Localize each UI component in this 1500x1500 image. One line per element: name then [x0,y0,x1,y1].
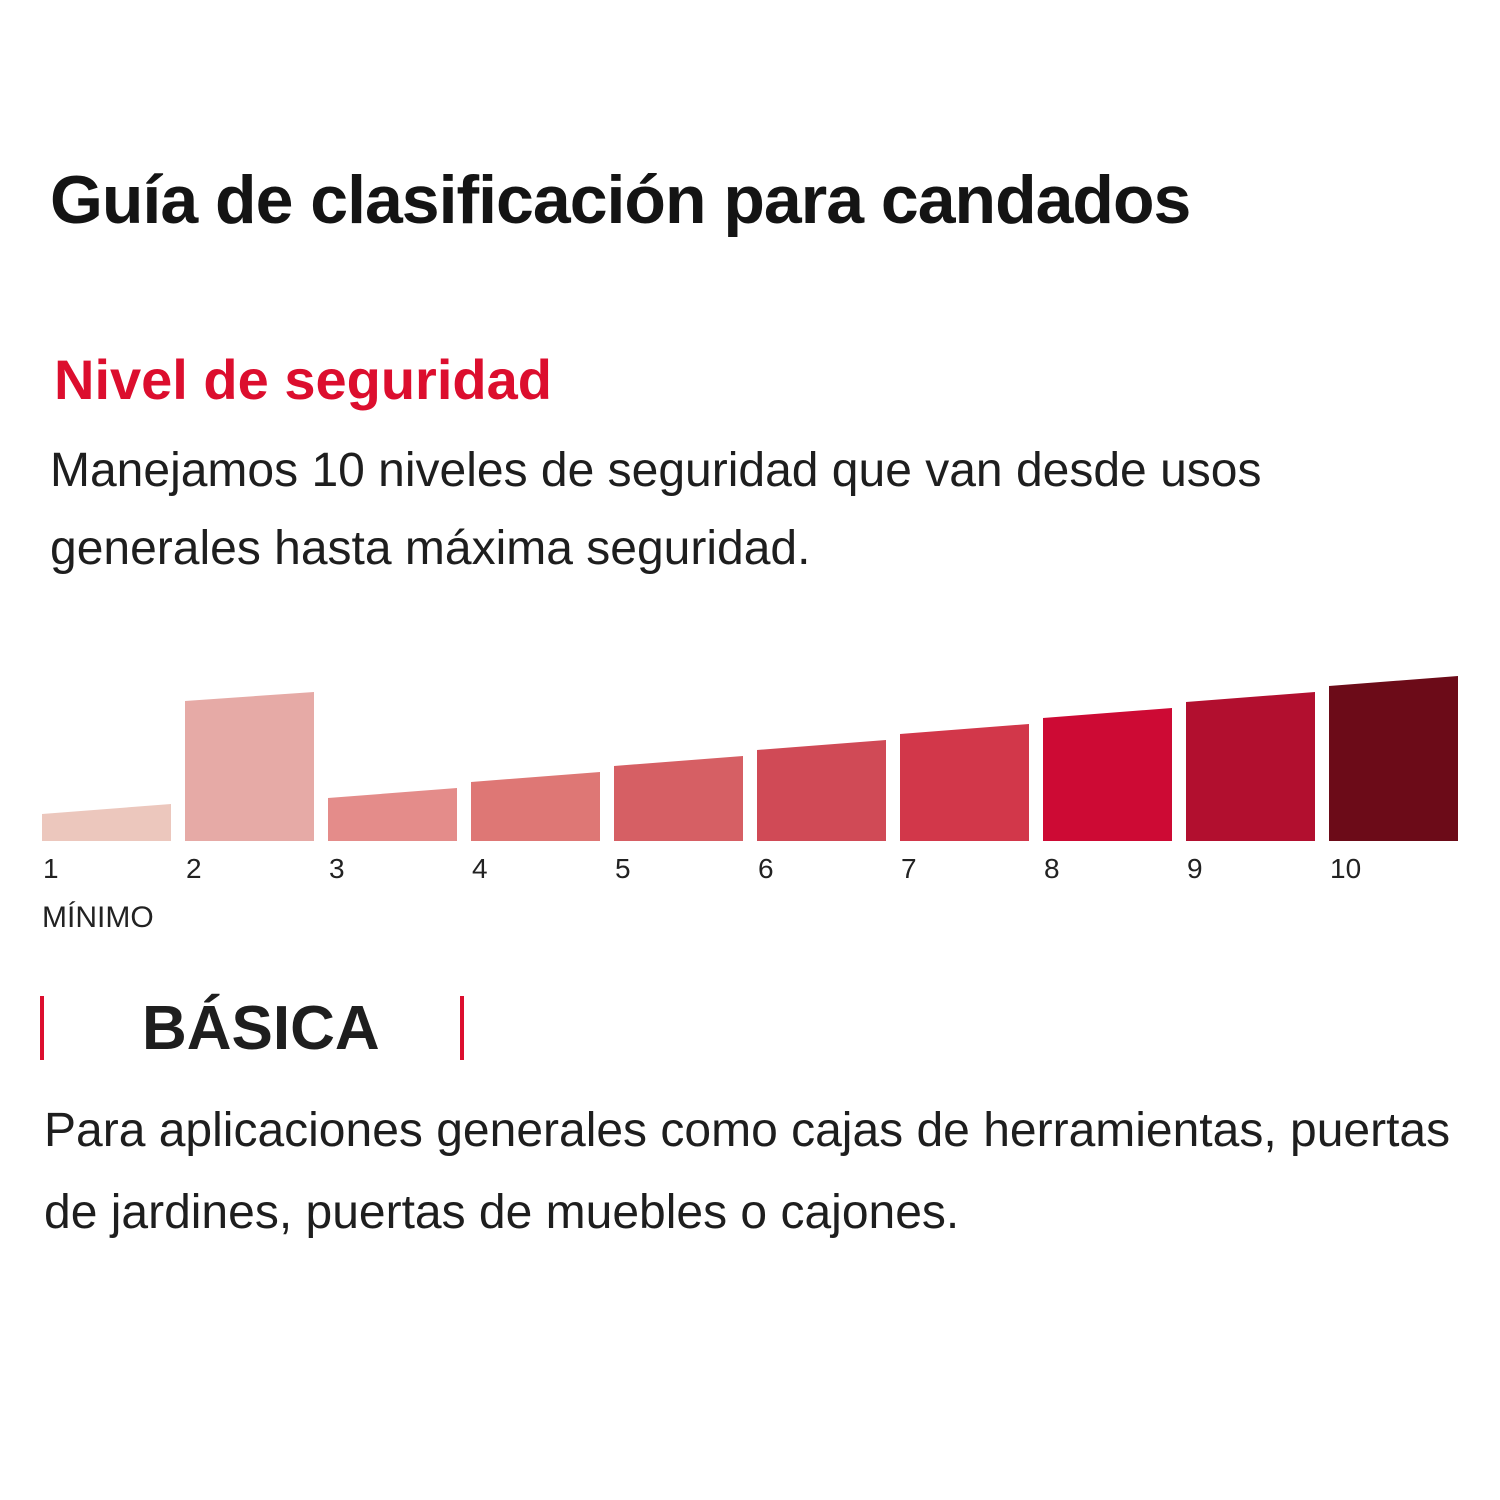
minimum-label: MÍNIMO [42,901,154,934]
section-subtitle: Nivel de seguridad [54,348,552,411]
tick-label-3: 3 [329,853,345,884]
tick-label-4: 4 [472,853,488,884]
tick-label-6: 6 [758,853,774,884]
section-description: Manejamos 10 niveles de seguridad que va… [50,444,1262,575]
level-box: BÁSICA [40,992,468,1064]
tick-label-10: 10 [1330,853,1361,884]
left-bracket [40,996,44,1060]
tick-label-8: 8 [1044,853,1060,884]
bar-level-10 [1329,676,1458,841]
tick-label-1: 1 [43,853,59,884]
bar-level-5 [614,756,743,841]
security-level-chart-svg: 1 2 3 4 5 6 7 8 9 10 MÍNIMO [42,676,1458,934]
tick-label-5: 5 [615,853,631,884]
bar-level-6 [757,740,886,841]
level-description: Para aplicaciones generales como cajas d… [44,1104,1451,1239]
bar-level-4 [471,772,600,841]
bar-level-9 [1186,692,1315,841]
tick-label-9: 9 [1187,853,1203,884]
bar-level-3 [328,788,457,841]
tick-label-7: 7 [901,853,917,884]
right-bracket [460,996,464,1060]
level-name: BÁSICA [142,994,380,1063]
security-level-chart: 1 2 3 4 5 6 7 8 9 10 MÍNIMO [0,640,1500,950]
bar-level-2 [185,692,314,841]
bar-level-1 [42,804,171,841]
bar-level-7 [900,724,1029,841]
tick-label-2: 2 [186,853,202,884]
page-title: Guía de clasificación para candados [50,162,1191,238]
bar-level-8 [1043,708,1172,841]
